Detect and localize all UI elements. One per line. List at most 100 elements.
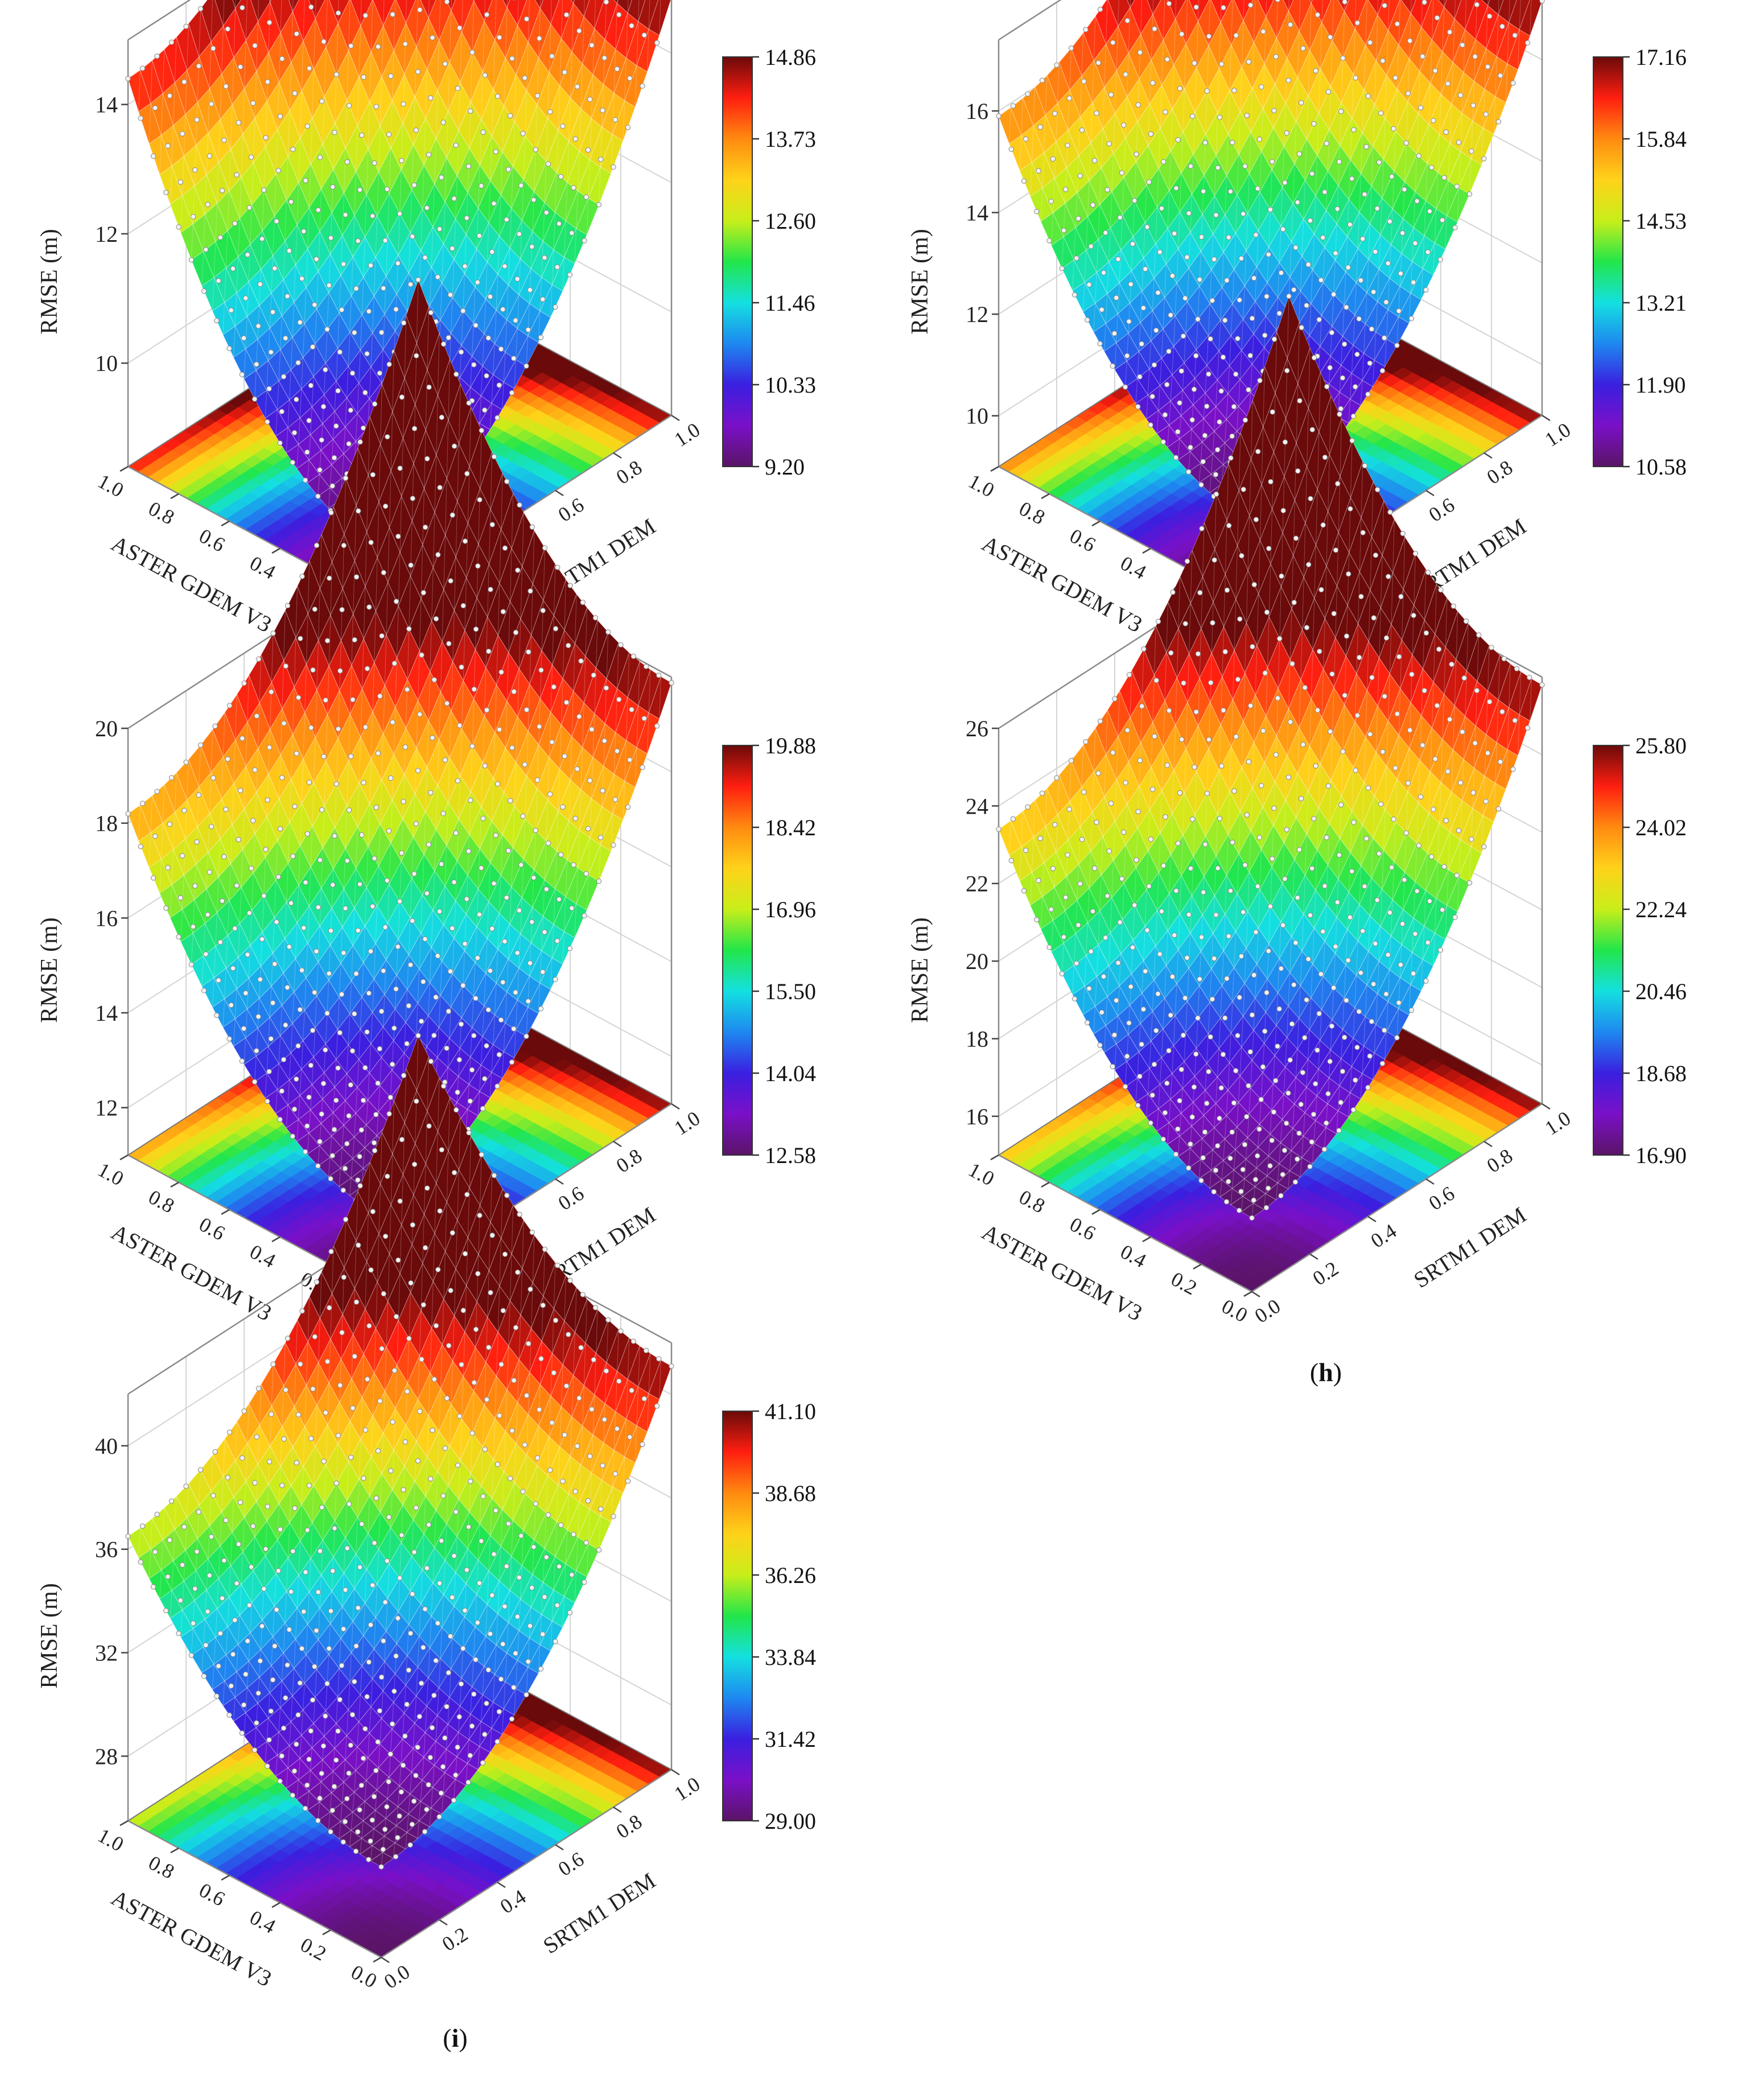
z-tick-label: 14 (966, 200, 988, 226)
colorbar-tick-label: 41.10 (765, 1399, 816, 1424)
x-tick-label: 0.6 (554, 493, 588, 526)
y-tick-label: 1.0 (965, 1158, 998, 1190)
colorbar-tick-label: 29.00 (765, 1808, 816, 1834)
x-axis-label: SRTM1 DEM (1409, 1202, 1531, 1293)
colorbar-tick-label: 22.24 (1635, 897, 1687, 922)
colorbar-tick-label: 12.60 (765, 208, 816, 234)
panel-label-i: i (451, 2023, 459, 2052)
x-tick-label: 1.0 (1541, 1107, 1575, 1140)
surface-plot-h: 16 18 20 22 24 26 RMSE (m) 0.0 0.2 0.4 0.6 0.8 1.0 SR… (888, 293, 1764, 1411)
z-tick-label: 14 (95, 1000, 118, 1026)
colorbar-tick-label: 11.46 (765, 290, 815, 316)
colorbar-tick-label: 25.80 (1635, 733, 1687, 758)
z-axis-label: RMSE (m) (907, 917, 933, 1023)
x-tick-label: 1.0 (670, 418, 704, 451)
colorbar-tick-label: 14.86 (765, 44, 816, 70)
rmse-surface (998, 295, 1543, 1219)
colorbar-tick-label: 19.88 (765, 733, 816, 758)
x-axis-label: SRTM1 DEM (538, 1867, 660, 1959)
colorbar-tick-label: 20.46 (1635, 979, 1687, 1004)
surface-plot-h-svg: 16 18 20 22 24 26 RMSE (m) 0.0 0.2 0.4 0.6 0.8 1.0 SR… (907, 293, 1687, 1327)
y-tick-label: 0.6 (195, 524, 229, 556)
y-tick-label: 1.0 (94, 1158, 127, 1190)
colorbar-tick-label: 17.16 (1635, 44, 1687, 70)
y-tick-label: 0.6 (1066, 524, 1099, 556)
panel-caption-h: (h) (1309, 1358, 1342, 1387)
z-tick-label: 16 (966, 1104, 988, 1129)
y-tick-label: 0.8 (145, 497, 178, 529)
colorbar-tick-label: 24.02 (1635, 815, 1687, 840)
colorbar-gradient (1593, 745, 1623, 1156)
y-axis-label: ASTER GDEM V3 (978, 1219, 1147, 1326)
x-tick-label: 0.6 (1425, 1182, 1459, 1215)
y-tick-label: 0.8 (145, 1185, 178, 1218)
y-tick-label: 1.0 (94, 469, 127, 502)
y-tick-label: 0.2 (296, 1933, 330, 1965)
colorbar-tick-label: 14.53 (1635, 208, 1687, 234)
surface-plot-i: 28 32 36 40 RMSE (m) 0.0 0.2 0.4 0.6 0.8 1.0 SRTM1 … (17, 1033, 893, 2077)
rmse-surface (127, 0, 671, 552)
z-tick-label: 20 (966, 949, 988, 974)
x-tick-label: 0.8 (612, 1144, 646, 1177)
y-axis-label: ASTER GDEM V3 (107, 530, 276, 637)
y-tick-label: 0.4 (1116, 1240, 1150, 1272)
y-tick-label: 0.6 (195, 1213, 229, 1245)
z-tick-label: 14 (95, 92, 118, 118)
colorbar-gradient (722, 1411, 753, 1821)
x-tick-label: 1.0 (670, 1107, 704, 1140)
y-tick-label: 0.4 (246, 1240, 279, 1272)
y-tick-label: 0.8 (145, 1851, 178, 1883)
y-tick-label: 0.4 (1116, 551, 1150, 584)
y-axis-label: ASTER GDEM V3 (978, 530, 1147, 637)
x-tick-label: 0.2 (438, 1923, 472, 1956)
y-tick-label: 1.0 (94, 1824, 127, 1856)
colorbar-tick-label: 13.73 (765, 126, 816, 152)
colorbar: 12.58 14.04 15.50 16.96 18.42 19.88 (722, 733, 816, 1168)
y-tick-label: 0.0 (347, 1960, 381, 1993)
colorbar-tick-label: 10.58 (1635, 454, 1687, 480)
z-tick-label: 40 (95, 1433, 118, 1459)
colorbar-tick-label: 12.58 (765, 1143, 816, 1168)
y-tick-label: 0.6 (1066, 1213, 1099, 1245)
y-tick-label: 0.6 (195, 1878, 229, 1911)
z-tick-label: 10 (95, 351, 118, 376)
colorbar-tick-label: 38.68 (765, 1481, 816, 1506)
y-tick-label: 0.8 (1015, 497, 1049, 529)
y-tick-label: 0.4 (246, 551, 279, 584)
colorbar-tick-label: 31.42 (765, 1726, 816, 1752)
z-axis-label: RMSE (m) (36, 917, 63, 1023)
colorbar-tick-label: 10.33 (765, 372, 816, 398)
x-tick-label: 0.6 (554, 1182, 588, 1215)
rmse-surface (127, 279, 672, 1217)
x-tick-label: 0.0 (380, 1960, 414, 1993)
sample-points (996, 293, 1545, 1221)
z-tick-label: 32 (95, 1640, 118, 1666)
colorbar: 16.90 18.68 20.46 22.24 24.02 25.80 (1593, 733, 1687, 1168)
z-axis-label: RMSE (m) (907, 229, 933, 335)
colorbar: 29.00 31.42 33.84 36.26 38.68 41.10 (722, 1399, 816, 1834)
colorbar-tick-label: 16.96 (765, 897, 816, 922)
colorbar-tick-label: 16.90 (1635, 1143, 1687, 1168)
z-tick-label: 12 (966, 302, 988, 327)
x-tick-label: 0.8 (612, 456, 646, 489)
x-tick-label: 0.2 (1309, 1257, 1343, 1290)
z-tick-label: 18 (966, 1026, 988, 1052)
z-tick-label: 26 (966, 716, 988, 741)
x-tick-label: 1.0 (670, 1772, 704, 1805)
y-tick-label: 0.4 (246, 1906, 279, 1938)
colorbar: 9.20 10.33 11.46 12.60 13.73 14.86 (722, 44, 816, 480)
colorbar-tick-label: 15.50 (765, 979, 816, 1004)
z-tick-label: 12 (95, 1095, 118, 1121)
z-tick-label: 24 (966, 793, 988, 819)
z-tick-label: 28 (95, 1743, 118, 1769)
x-tick-label: 0.8 (1483, 1144, 1517, 1177)
z-tick-label: 10 (966, 403, 988, 429)
x-tick-label: 0.0 (1251, 1294, 1285, 1327)
z-tick-label: 22 (966, 871, 988, 897)
colorbar-tick-label: 36.26 (765, 1562, 816, 1588)
colorbar-tick-label: 11.90 (1635, 372, 1686, 398)
z-tick-label: 20 (95, 716, 118, 741)
colorbar-tick-label: 15.84 (1635, 126, 1687, 152)
